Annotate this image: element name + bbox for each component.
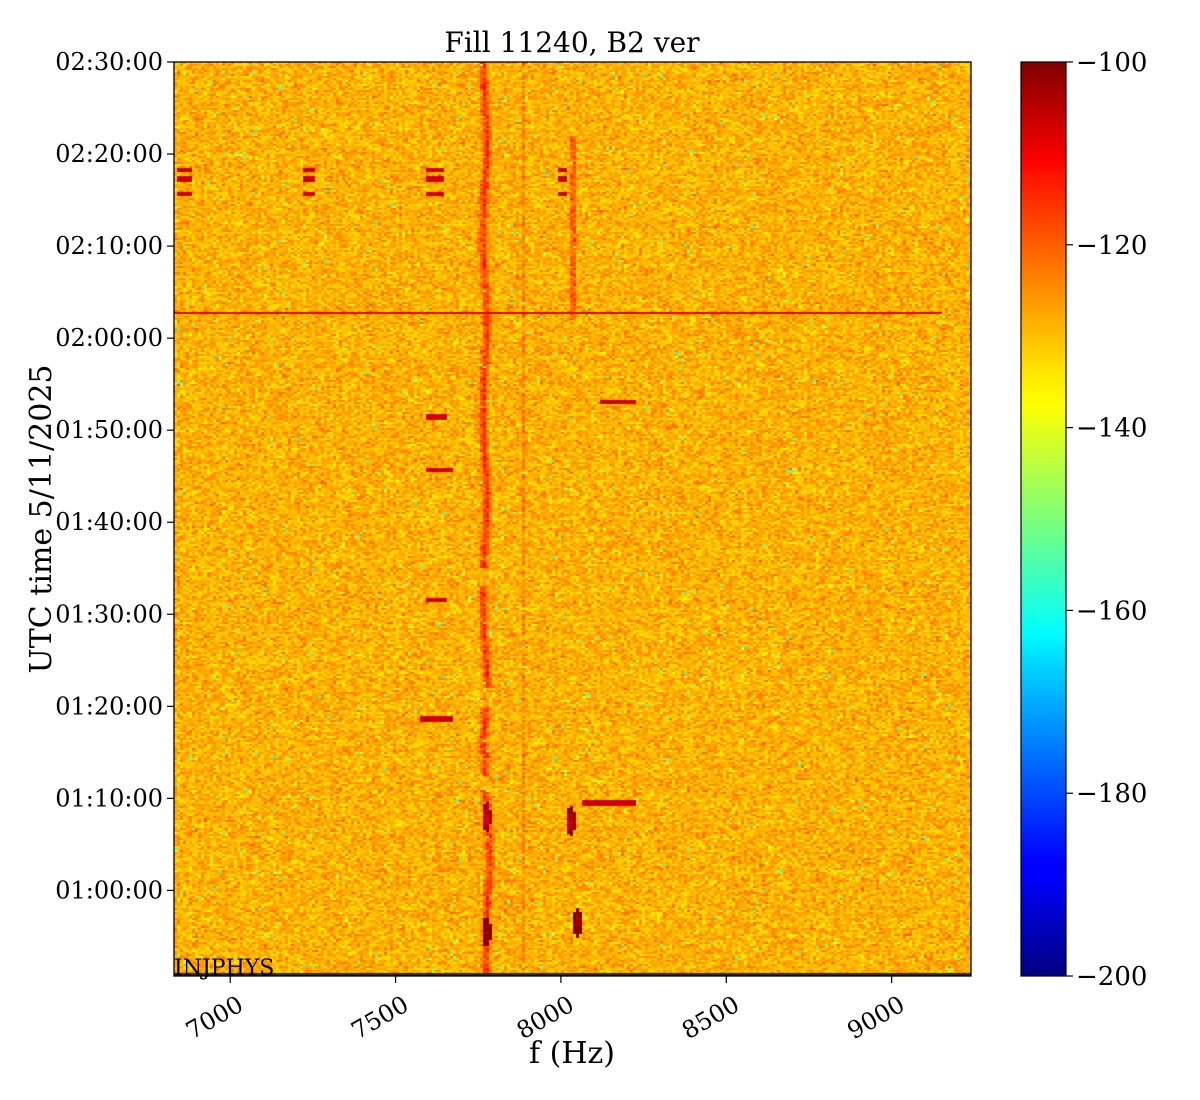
corner-label: INJPHYS — [174, 956, 274, 981]
x-tick-label: 9000 — [843, 990, 910, 1045]
x-tick-label: 7000 — [181, 990, 248, 1045]
y-tick-label: 01:00:00 — [55, 876, 163, 904]
y-tick-label: 01:10:00 — [55, 784, 163, 812]
y-tick-label: 01:30:00 — [55, 600, 163, 628]
y-tick-label: 01:40:00 — [55, 508, 163, 536]
chart-title: Fill 11240, B2 ver — [444, 26, 700, 59]
x-axis-label: f (Hz) — [529, 1036, 615, 1071]
x-axis-ticks: 7000 7500 8000 8500 9000 — [181, 976, 909, 1045]
colorbar-tick-label: −120 — [1076, 231, 1147, 261]
y-tick-label: 01:20:00 — [55, 692, 163, 720]
colorbar-tick-label: −100 — [1076, 48, 1147, 78]
heatmap-canvas — [174, 62, 971, 976]
colorbar-tick-label: −160 — [1076, 596, 1147, 626]
y-tick-label: 02:00:00 — [55, 324, 163, 352]
y-tick-label: 01:50:00 — [55, 416, 163, 444]
colorbar-ticks: −100 −120 −140 −160 −180 −200 — [1066, 48, 1147, 992]
y-tick-label: 02:10:00 — [55, 232, 163, 260]
y-axis-label: UTC time 5/11/2025 — [24, 365, 59, 674]
colorbar-tick-label: −140 — [1076, 414, 1147, 444]
plot-frame — [173, 61, 972, 977]
colorbar-tick-label: −180 — [1076, 779, 1147, 809]
x-tick-label: 7500 — [346, 990, 413, 1045]
colorbar-tick-label: −200 — [1076, 962, 1147, 992]
y-axis-ticks: 01:00:00 01:10:00 01:20:00 01:30:00 01:40:00… — [55, 48, 174, 904]
y-tick-label: 02:30:00 — [55, 48, 163, 76]
x-tick-label: 8500 — [677, 990, 744, 1045]
y-tick-label: 02:20:00 — [55, 140, 163, 168]
colorbar — [1020, 61, 1067, 977]
